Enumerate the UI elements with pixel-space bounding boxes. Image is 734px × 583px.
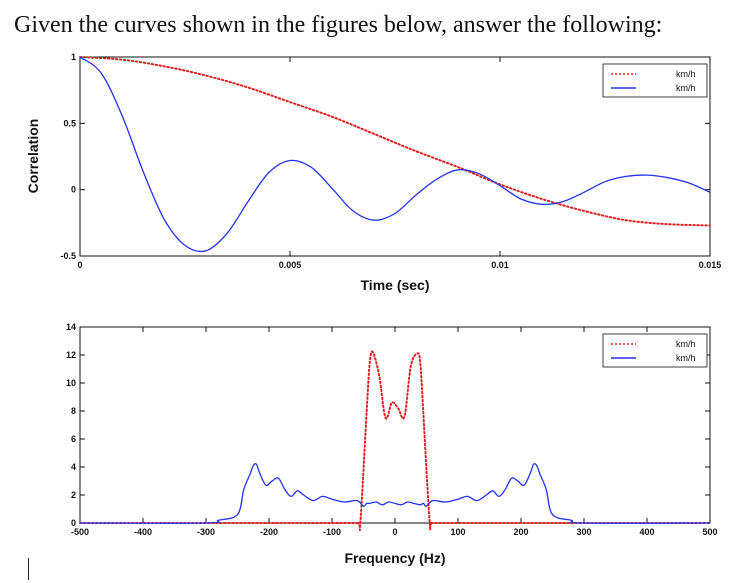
chart2-xtick-label: -500: [71, 527, 89, 537]
chart1-ytick-label: -0.5: [60, 251, 76, 261]
chart1-ylabel: Correlation: [25, 119, 41, 194]
chart1-xlabel: Time (sec): [361, 277, 430, 293]
chart2-xtick-label: -300: [197, 527, 215, 537]
chart2-ytick-label: 8: [71, 406, 76, 416]
chart2-xlabel: Frequency (Hz): [344, 550, 445, 566]
chart1-legend-label-solid: km/h: [676, 83, 696, 93]
text-cursor: [28, 558, 29, 580]
chart1-legend: km/h km/h: [602, 63, 708, 98]
chart2-xtick-label: -400: [134, 527, 152, 537]
chart2-xtick-label: -200: [260, 527, 278, 537]
chart2-legend-box: [602, 333, 708, 368]
chart2-legend-label-dotted: km/h: [676, 339, 696, 349]
chart2-ytick-label: 14: [66, 322, 76, 332]
chart2-xtick-label: 200: [513, 527, 528, 537]
chart1-frame: [79, 56, 711, 257]
chart2-xtick-label: 100: [450, 527, 465, 537]
chart2-ytick-label: 0: [71, 518, 76, 528]
chart2-ytick-label: 12: [66, 350, 76, 360]
chart1-xtick-label: 0.005: [279, 260, 302, 270]
chart1-xtick-label: 0.015: [699, 260, 722, 270]
chart1-ytick-label: 0: [71, 185, 76, 195]
chart1-series-dotted-line: [79, 56, 711, 227]
chart2-legend: km/h km/h: [602, 333, 708, 368]
chart2-ytick-label: 4: [71, 462, 76, 472]
spectrum-chart: -500 -400 -300 -200 -100 0 100 200 300 400 500 0 2 4 6…: [66, 322, 718, 566]
chart2-ytick-label: 2: [71, 490, 76, 500]
question-text: Given the curves shown in the figures be…: [14, 12, 663, 38]
chart2-xtick-label: -100: [323, 527, 341, 537]
chart2-ytick-label: 10: [66, 378, 76, 388]
chart2-series-dotted-line: [79, 350, 711, 532]
chart2-xtick-label: 0: [392, 527, 397, 537]
correlation-chart: 0 0.005 0.01 0.015-0.500.51 Correlation Tim…: [25, 52, 721, 293]
chart1-ytick-label: 1: [71, 52, 76, 62]
chart1-series-solid-line: [79, 56, 711, 253]
chart1-xtick-label: 0: [77, 260, 82, 270]
chart2-legend-label-solid: km/h: [676, 353, 696, 363]
chart2-xtick-label: 500: [702, 527, 717, 537]
chart1-ytick-label: 0.5: [63, 118, 76, 128]
chart1-xtick-label: 0.01: [491, 260, 509, 270]
chart1-legend-box: [602, 63, 708, 98]
chart2-xtick-label: 400: [639, 527, 654, 537]
chart1-legend-label-dotted: km/h: [676, 69, 696, 79]
chart2-series-solid-line: [79, 463, 711, 524]
chart2-xtick-label: 300: [576, 527, 591, 537]
chart2-ytick-label: 6: [71, 434, 76, 444]
